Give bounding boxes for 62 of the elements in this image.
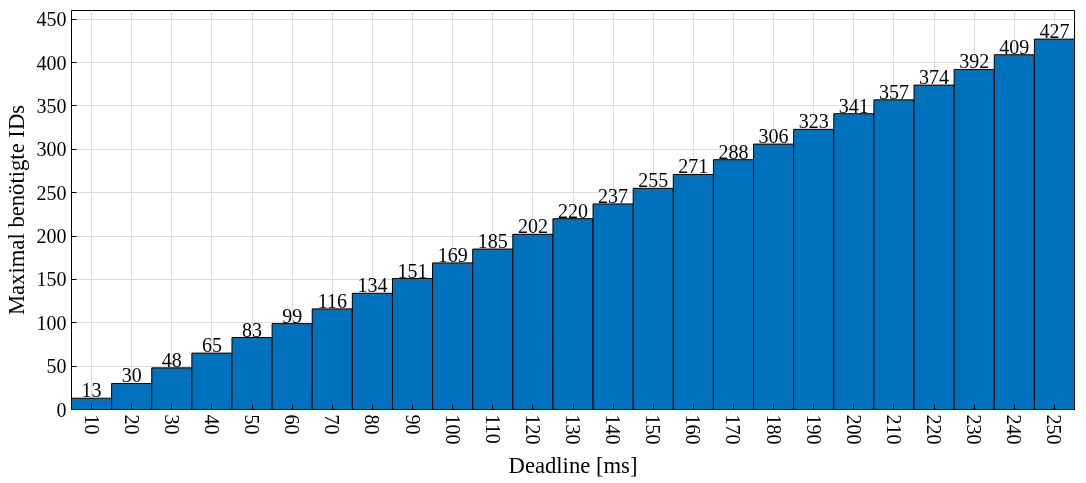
y-tick-label: 250: [36, 181, 67, 204]
x-tick-label: 20: [120, 414, 143, 435]
data-label: 306: [758, 125, 789, 148]
x-tick-label: 250: [1043, 414, 1066, 445]
y-axis-title: Maximal benötigte IDs: [3, 104, 29, 316]
y-tick-label: 200: [36, 225, 67, 248]
data-label: 48: [161, 348, 182, 371]
y-tick-label: 150: [36, 268, 67, 291]
x-tick-label: 40: [200, 414, 223, 435]
data-label: 409: [999, 35, 1030, 58]
data-label: 374: [919, 66, 950, 89]
y-tick-label: 0: [56, 398, 67, 421]
x-tick-label: 230: [963, 414, 986, 445]
data-label: 255: [638, 169, 669, 192]
x-tick-label: 30: [160, 414, 183, 435]
x-tick-label: 130: [562, 414, 584, 445]
data-label: 323: [798, 110, 829, 133]
data-label: 116: [317, 289, 347, 312]
data-label: 392: [959, 50, 990, 73]
data-label: 169: [437, 243, 468, 266]
y-tick-label: 50: [46, 355, 67, 378]
x-axis-title: Deadline [ms]: [508, 452, 638, 478]
data-label: 357: [878, 80, 909, 103]
data-label: 237: [598, 184, 629, 207]
x-tick-label: 110: [481, 414, 504, 444]
x-tick-label: 170: [722, 414, 745, 445]
x-tick-label: 50: [241, 414, 264, 435]
x-tick-label: 180: [762, 414, 785, 445]
data-label: 185: [477, 230, 508, 253]
x-tick-label: 210: [882, 414, 905, 445]
x-tick-label: 150: [642, 414, 665, 445]
x-tick-label: 190: [802, 414, 825, 445]
x-tick-label: 160: [682, 414, 705, 445]
data-label: 134: [357, 274, 388, 297]
x-tick-label: 200: [842, 414, 865, 445]
data-label: 99: [282, 304, 303, 327]
x-tick-label: 60: [281, 414, 304, 435]
y-tick-label: 350: [36, 94, 67, 117]
x-tick-label: 140: [602, 414, 625, 445]
x-tick-label: 70: [321, 414, 344, 435]
data-label: 151: [397, 259, 428, 282]
data-label: 341: [838, 94, 869, 117]
data-label: 83: [242, 318, 263, 341]
x-tick-label: 90: [401, 414, 424, 435]
x-tick-label: 120: [521, 414, 544, 445]
y-tick-label: 450: [36, 8, 67, 31]
data-label: 30: [121, 364, 142, 387]
data-label: 13: [81, 379, 102, 402]
data-label: 288: [718, 140, 749, 163]
x-tick-label: 240: [1003, 414, 1026, 445]
data-label: 220: [558, 199, 588, 222]
data-label: 271: [678, 155, 709, 178]
data-label: 65: [201, 334, 222, 357]
y-tick-label: 100: [36, 311, 67, 334]
x-tick-label: 10: [80, 414, 103, 435]
y-tick-label: 400: [36, 51, 67, 74]
x-tick-label: 100: [441, 414, 464, 445]
x-tick-label: 220: [923, 414, 946, 445]
y-tick-label: 300: [36, 138, 67, 161]
data-label: 427: [1039, 20, 1070, 43]
data-label: 202: [517, 215, 548, 238]
x-tick-label: 80: [361, 414, 384, 435]
